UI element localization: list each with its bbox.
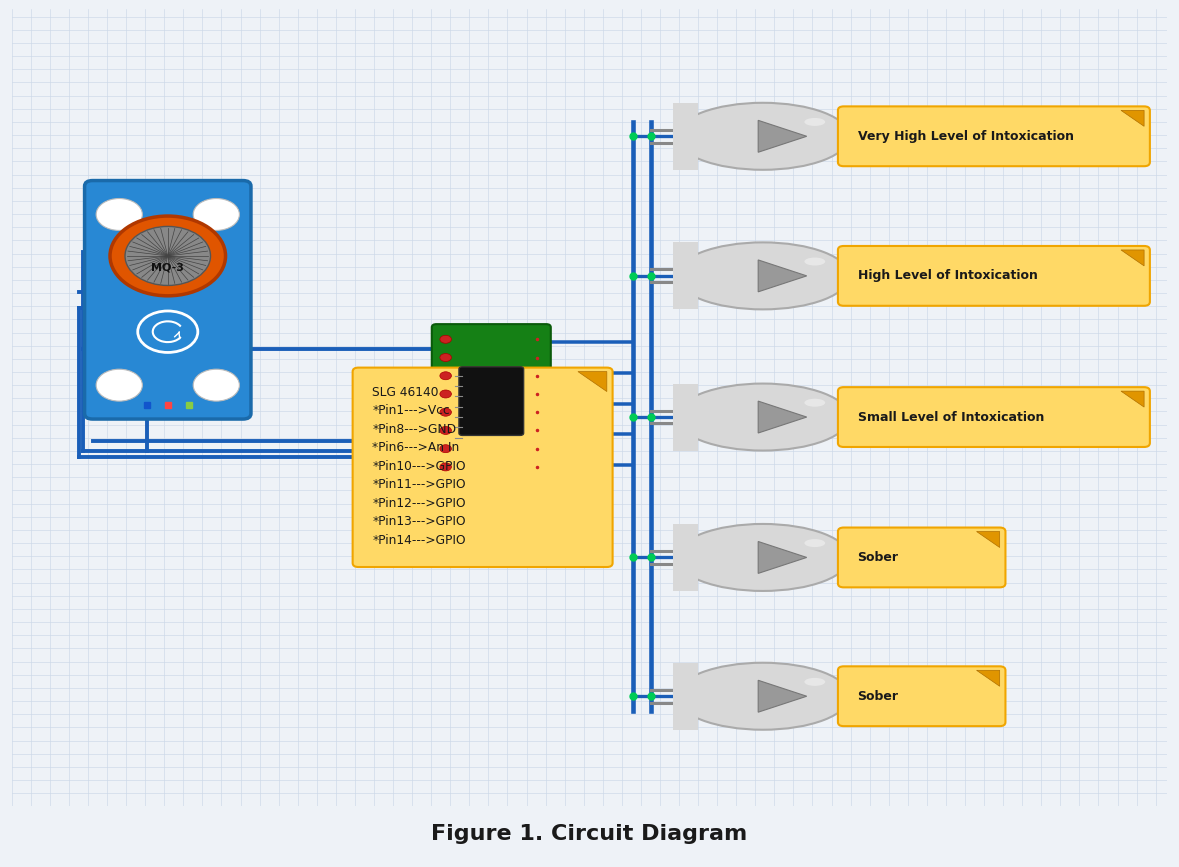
Circle shape — [440, 408, 452, 416]
FancyBboxPatch shape — [838, 667, 1006, 727]
FancyBboxPatch shape — [673, 524, 698, 591]
Ellipse shape — [804, 539, 825, 547]
Circle shape — [138, 311, 198, 353]
Circle shape — [125, 226, 211, 285]
Polygon shape — [758, 401, 806, 433]
Text: Figure 1. Circuit Diagram: Figure 1. Circuit Diagram — [432, 824, 747, 844]
Polygon shape — [758, 121, 806, 153]
Ellipse shape — [804, 118, 825, 126]
Circle shape — [440, 354, 452, 362]
Ellipse shape — [804, 678, 825, 686]
Ellipse shape — [676, 383, 849, 451]
FancyBboxPatch shape — [838, 527, 1006, 587]
Ellipse shape — [676, 524, 849, 591]
FancyBboxPatch shape — [838, 388, 1150, 447]
FancyBboxPatch shape — [673, 103, 698, 170]
Circle shape — [440, 445, 452, 453]
Polygon shape — [976, 670, 1000, 687]
Polygon shape — [758, 681, 806, 712]
Text: Very High Level of Intoxication: Very High Level of Intoxication — [857, 130, 1074, 143]
Ellipse shape — [804, 399, 825, 407]
Text: Sober: Sober — [857, 551, 898, 564]
Ellipse shape — [676, 243, 849, 310]
Text: Small Level of Intoxication: Small Level of Intoxication — [857, 411, 1043, 424]
FancyBboxPatch shape — [838, 107, 1150, 166]
Circle shape — [440, 463, 452, 471]
Polygon shape — [758, 260, 806, 292]
Polygon shape — [976, 531, 1000, 547]
Polygon shape — [1121, 250, 1144, 266]
FancyBboxPatch shape — [673, 243, 698, 310]
FancyBboxPatch shape — [85, 180, 251, 419]
FancyBboxPatch shape — [432, 324, 551, 478]
Text: Sober: Sober — [857, 690, 898, 703]
Ellipse shape — [676, 662, 849, 730]
Circle shape — [440, 336, 452, 343]
Circle shape — [440, 372, 452, 380]
FancyBboxPatch shape — [353, 368, 613, 567]
Circle shape — [193, 369, 239, 401]
FancyBboxPatch shape — [673, 383, 698, 451]
Text: SLG 46140
*Pin1--->Vcc
*Pin8--->GND
*Pin6--->An In
*Pin10--->GPIO
*Pin11--->GPIO: SLG 46140 *Pin1--->Vcc *Pin8--->GND *Pin… — [373, 386, 466, 547]
Circle shape — [440, 427, 452, 434]
Ellipse shape — [676, 103, 849, 170]
FancyBboxPatch shape — [459, 367, 523, 435]
Circle shape — [193, 199, 239, 231]
Polygon shape — [1121, 391, 1144, 407]
FancyBboxPatch shape — [673, 662, 698, 730]
FancyBboxPatch shape — [838, 246, 1150, 306]
Circle shape — [97, 369, 143, 401]
Text: MQ-3: MQ-3 — [151, 262, 184, 272]
Ellipse shape — [804, 257, 825, 265]
Polygon shape — [578, 372, 607, 392]
Polygon shape — [758, 542, 806, 573]
Text: High Level of Intoxication: High Level of Intoxication — [857, 270, 1038, 283]
Circle shape — [97, 199, 143, 231]
Circle shape — [110, 216, 225, 296]
Circle shape — [440, 390, 452, 398]
Polygon shape — [1121, 110, 1144, 127]
